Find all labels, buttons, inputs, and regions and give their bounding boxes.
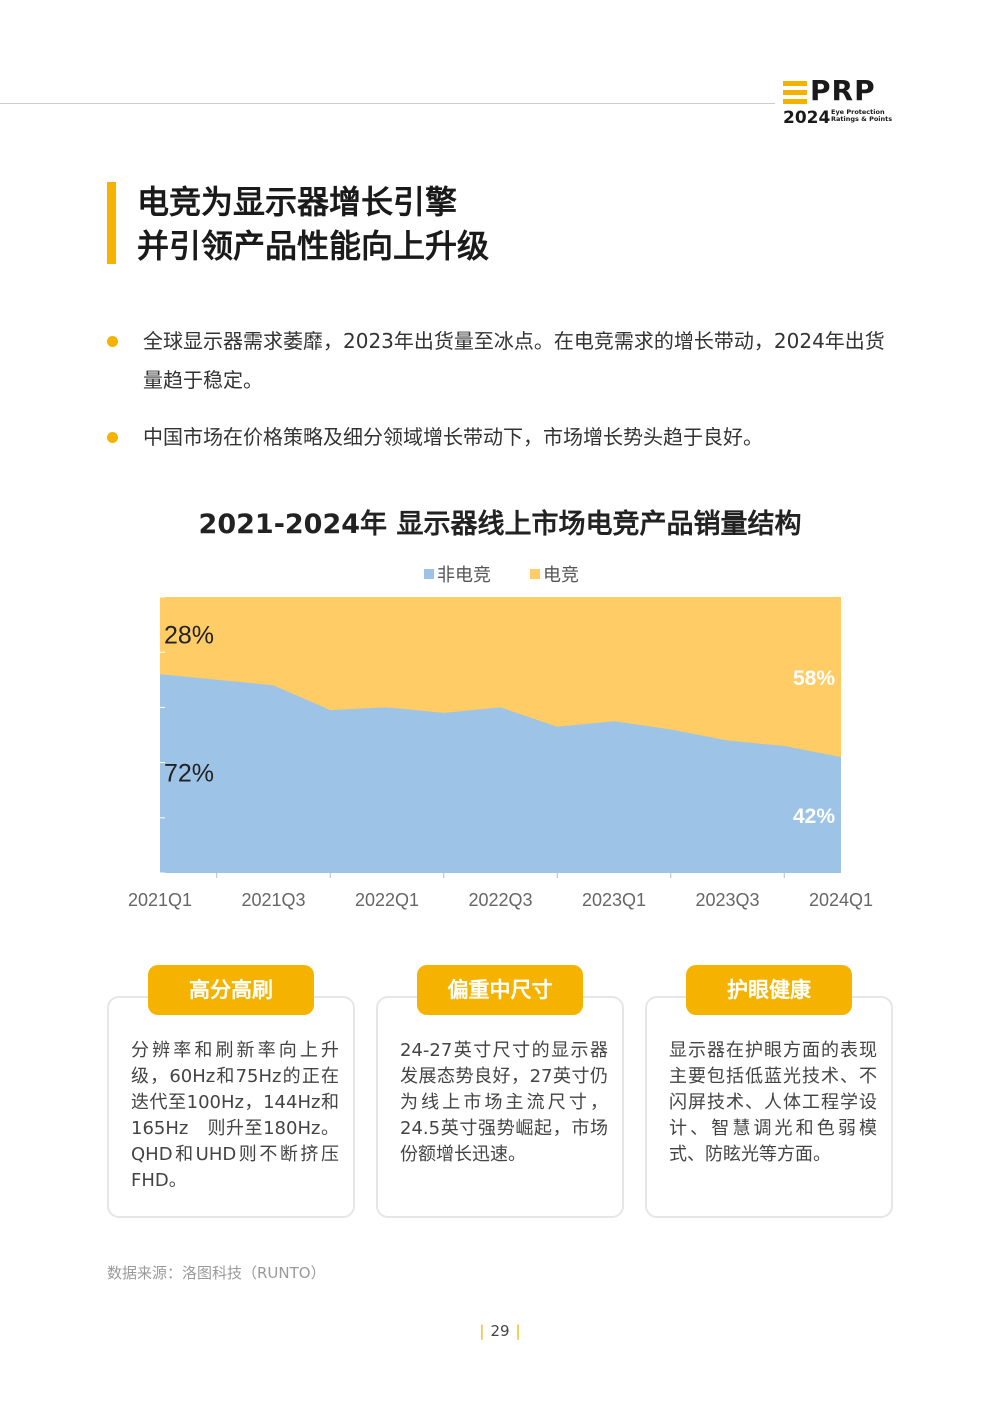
legend-label: 非电竞 <box>437 565 491 586</box>
card-tag: 高分高刷 <box>148 965 314 1015</box>
bullet-dot-icon <box>107 336 118 347</box>
x-tick-label: 2022Q3 <box>468 890 532 910</box>
header-rule <box>0 103 775 104</box>
series-area-non-esports <box>160 674 841 873</box>
logo-word: PRP <box>810 74 876 107</box>
logo-tagline: Eye Protection Ratings & Points <box>831 108 893 123</box>
logo-year: 2024 <box>783 108 831 128</box>
page-title: 电竞为显示器增长引擎 并引领产品性能向上升级 <box>137 180 489 268</box>
card-text: 分辨率和刷新率向上升级，60Hz和75Hz的正在迭代至100Hz，144Hz和1… <box>131 1040 339 1191</box>
x-tick-label: 2021Q3 <box>241 890 305 910</box>
data-label: 72% <box>164 760 214 788</box>
bullet-dot-icon <box>107 432 118 443</box>
chart-ticks <box>160 596 785 878</box>
chart-areas <box>160 597 841 873</box>
legend-label: 电竞 <box>543 565 579 586</box>
card-text: 24-27英寸尺寸的显示器发展态势良好，27英寸仍为线上市场主流尺寸，24.5英… <box>400 1040 608 1165</box>
eprp-logo: PRP 2024 Eye Protection Ratings & Points <box>783 74 903 130</box>
x-tick-label: 2023Q1 <box>582 890 646 910</box>
area-chart: 非电竞 电竞 2021Q1 2021Q3 2022Q1 2022Q3 2023Q1 2023… <box>128 565 873 910</box>
feature-card-size: 24-27英寸尺寸的显示器发展态势良好，27英寸仍为线上市场主流尺寸，24.5英… <box>376 996 624 1218</box>
card-text: 显示器在护眼方面的表现主要包括低蓝光技术、不闪屏技术、人体工程学设计、智慧调光和… <box>669 1040 877 1165</box>
legend-swatch <box>530 569 540 579</box>
data-label: 58% <box>793 667 835 690</box>
card-tag: 偏重中尺寸 <box>417 965 583 1015</box>
page-number: | 29 | <box>479 1322 521 1340</box>
chart-legend: 非电竞 电竞 <box>424 565 579 586</box>
x-tick-label: 2021Q1 <box>128 890 192 910</box>
chart-data-labels: 28% 72% 58% 42% <box>164 622 835 828</box>
bullet-text: 全球显示器需求萎靡，2023年出货量至冰点。在电竞需求的增长带动，2024年出货… <box>143 329 885 392</box>
data-label: 42% <box>793 805 835 828</box>
chart-title: 2021-2024年 显示器线上市场电竞产品销量结构 <box>198 509 802 540</box>
data-label: 28% <box>164 622 214 650</box>
feature-card-eye-care: 显示器在护眼方面的表现主要包括低蓝光技术、不闪屏技术、人体工程学设计、智慧调光和… <box>645 996 893 1218</box>
x-tick-label: 2023Q3 <box>695 890 759 910</box>
card-tag: 护眼健康 <box>686 965 852 1015</box>
legend-swatch <box>424 569 434 579</box>
chart-x-labels: 2021Q1 2021Q3 2022Q1 2022Q3 2023Q1 2023Q3 2024… <box>128 890 873 910</box>
x-tick-label: 2024Q1 <box>809 890 873 910</box>
title-line-2: 并引领产品性能向上升级 <box>137 227 490 265</box>
bullet-text: 中国市场在价格策略及细分领域增长带动下，市场增长势头趋于良好。 <box>143 425 763 449</box>
x-tick-label: 2022Q1 <box>355 890 419 910</box>
title-accent-bar <box>107 182 116 264</box>
title-line-1: 电竞为显示器增长引擎 <box>137 183 458 221</box>
logo-e-mark <box>783 81 807 105</box>
data-source: 数据来源：洛图科技（RUNTO） <box>107 1264 326 1282</box>
feature-card-resolution: 分辨率和刷新率向上升级，60Hz和75Hz的正在迭代至100Hz，144Hz和1… <box>107 996 355 1218</box>
